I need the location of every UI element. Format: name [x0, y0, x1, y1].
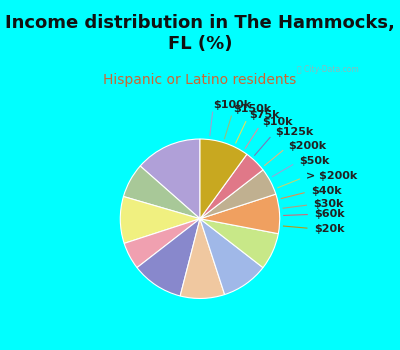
Text: $30k: $30k	[314, 199, 344, 209]
Text: $100k: $100k	[214, 100, 252, 110]
Text: > $200k: > $200k	[306, 172, 358, 181]
Wedge shape	[180, 219, 225, 299]
Wedge shape	[200, 170, 276, 219]
Text: $150k: $150k	[234, 104, 272, 114]
Text: $125k: $125k	[275, 127, 313, 137]
Text: $10k: $10k	[262, 118, 292, 127]
Wedge shape	[124, 219, 200, 268]
Text: ⓘ City-Data.com: ⓘ City-Data.com	[297, 65, 358, 75]
Wedge shape	[200, 154, 263, 219]
Text: $75k: $75k	[249, 110, 279, 120]
Text: $200k: $200k	[288, 141, 326, 151]
Wedge shape	[140, 139, 200, 219]
Wedge shape	[124, 166, 200, 219]
Text: Hispanic or Latino residents: Hispanic or Latino residents	[103, 73, 297, 87]
Wedge shape	[200, 219, 263, 295]
Text: $60k: $60k	[314, 209, 345, 219]
Text: Income distribution in The Hammocks,
FL (%): Income distribution in The Hammocks, FL …	[5, 14, 395, 53]
Wedge shape	[200, 219, 278, 268]
Text: $50k: $50k	[299, 156, 329, 166]
Wedge shape	[200, 194, 280, 234]
Text: $20k: $20k	[314, 224, 344, 234]
Wedge shape	[200, 139, 247, 219]
Wedge shape	[137, 219, 200, 296]
Text: $40k: $40k	[311, 186, 342, 196]
Wedge shape	[120, 196, 200, 243]
